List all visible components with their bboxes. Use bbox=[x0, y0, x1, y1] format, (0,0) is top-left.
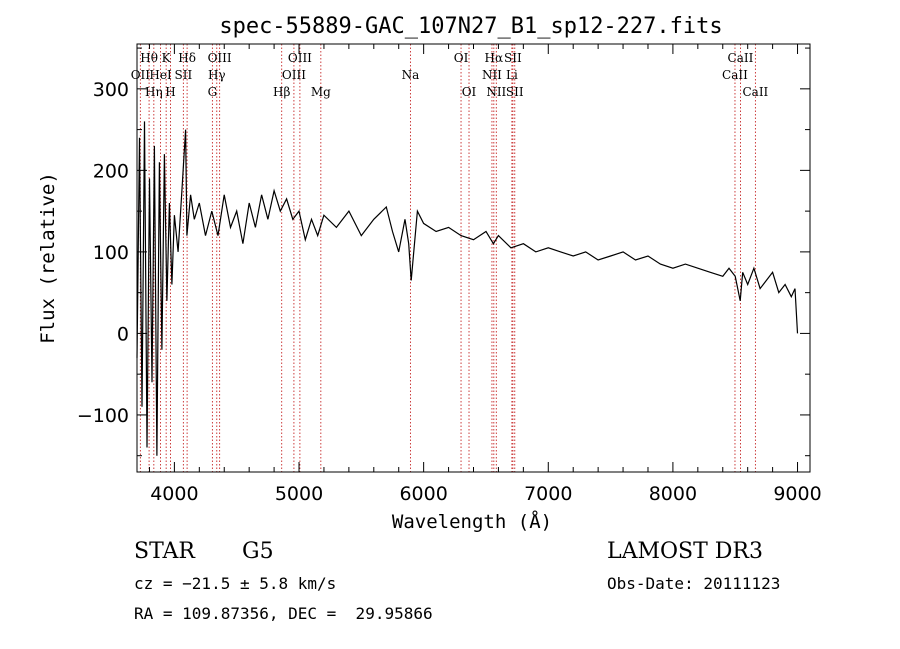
x-tick-label-3: 7000 bbox=[524, 483, 572, 505]
survey-name: LAMOST DR3 bbox=[607, 539, 763, 564]
line-marker-label-22: NII bbox=[486, 85, 506, 99]
line-marker-label-11: Hβ bbox=[273, 85, 290, 99]
y-tick-label-3: 200 bbox=[93, 160, 129, 182]
line-marker-label-7: SII bbox=[175, 68, 193, 82]
line-marker-label-4: HeI bbox=[149, 68, 172, 82]
line-marker-label-17: OI bbox=[462, 85, 477, 99]
x-axis-ticks: 4000 5000 6000 7000 8000 9000 bbox=[148, 44, 822, 505]
line-marker-label-15: Na bbox=[402, 68, 420, 82]
x-tick-label-2: 6000 bbox=[399, 483, 447, 505]
y-tick-label-4: 300 bbox=[93, 79, 129, 101]
line-marker-label-26: CaII bbox=[742, 85, 768, 99]
y-axis-ticks: −100 0 100 200 300 bbox=[77, 47, 810, 457]
line-marker-label-21: Li bbox=[506, 68, 518, 82]
plot-frame bbox=[136, 43, 811, 473]
line-marker-label-9: Hγ bbox=[208, 68, 226, 82]
line-marker-label-5: H bbox=[165, 85, 175, 99]
y-axis-label: Flux (relative) bbox=[37, 172, 59, 344]
line-marker-label-24: CaII bbox=[728, 51, 754, 65]
line-marker-label-10: G bbox=[208, 85, 218, 99]
x-tick-label-0: 4000 bbox=[150, 483, 198, 505]
redshift-text: cz = −21.5 ± 5.8 km/s bbox=[134, 574, 337, 593]
line-marker-label-3: K bbox=[162, 51, 172, 65]
coordinates-text: RA = 109.87356, DEC = 29.95866 bbox=[134, 604, 433, 623]
line-marker-label-18: Hα bbox=[485, 51, 504, 65]
x-tick-label-5: 9000 bbox=[773, 483, 821, 505]
y-tick-label-1: 0 bbox=[117, 323, 129, 345]
flux-series-line bbox=[136, 121, 799, 456]
line-marker-label-8: OIII bbox=[208, 51, 232, 65]
line-marker-label-2: Hη bbox=[145, 85, 163, 99]
object-class: STAR bbox=[134, 539, 195, 564]
line-marker-label-23: SII bbox=[506, 85, 524, 99]
spectral-subclass: G5 bbox=[242, 539, 274, 564]
y-tick-label-0: −100 bbox=[77, 405, 129, 427]
emission-line-markers bbox=[139, 44, 756, 472]
obs-date-text: Obs-Date: 20111123 bbox=[607, 574, 781, 593]
line-marker-label-25: CaII bbox=[722, 68, 748, 82]
line-marker-label-12: OIII bbox=[288, 51, 312, 65]
y-tick-label-2: 100 bbox=[93, 242, 129, 264]
x-axis-label: Wavelength (Å) bbox=[392, 510, 552, 533]
line-marker-label-19: SII bbox=[504, 51, 522, 65]
x-tick-label-1: 5000 bbox=[275, 483, 323, 505]
line-marker-label-14: Mg bbox=[311, 85, 331, 99]
chart-title: spec-55889-GAC_107N27_B1_sp12-227.fits bbox=[219, 14, 722, 39]
line-marker-label-16: OI bbox=[454, 51, 469, 65]
line-marker-label-13: OIII bbox=[282, 68, 306, 82]
emission-line-labels: Hθ OII Hη K HeI H Hδ SII OIII Hγ G Hβ OIII OIII Mg Na OI… bbox=[131, 51, 769, 99]
line-marker-label-0: Hθ bbox=[140, 51, 158, 65]
line-marker-label-6: Hδ bbox=[178, 51, 196, 65]
line-marker-label-1: OII bbox=[131, 68, 151, 82]
line-marker-label-20: NII bbox=[482, 68, 502, 82]
x-tick-label-4: 8000 bbox=[649, 483, 697, 505]
